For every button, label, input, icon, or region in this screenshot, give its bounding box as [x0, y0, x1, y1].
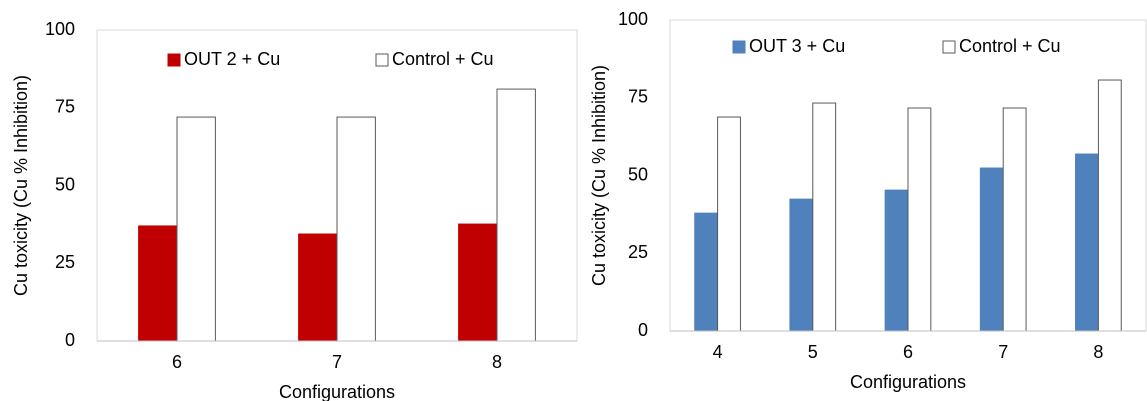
x-tick-label: 8: [1093, 342, 1103, 362]
x-axis-label: Configurations: [279, 382, 395, 401]
legend-swatch: [942, 40, 956, 54]
x-tick-label: 7: [998, 342, 1008, 362]
y-axis-label: Cu toxicity (Cu % Inhibition): [589, 65, 609, 286]
x-tick-label: 6: [903, 342, 913, 362]
bar: [812, 102, 837, 332]
bar: [176, 116, 216, 342]
bar: [789, 198, 814, 332]
x-tick-label: 4: [713, 342, 723, 362]
bar: [1002, 107, 1027, 332]
y-tick-label: 25: [55, 252, 75, 272]
bar: [496, 88, 536, 342]
bar: [979, 167, 1004, 332]
y-tick-label: 100: [618, 9, 648, 29]
x-tick-label: 6: [172, 352, 182, 372]
legend-swatch: [732, 40, 746, 54]
y-tick-label: 75: [55, 97, 75, 117]
y-axis-label: Cu toxicity (Cu % Inhibition): [11, 75, 31, 296]
bar: [907, 107, 932, 332]
legend-swatch: [375, 53, 389, 67]
bar: [717, 116, 741, 332]
bar: [138, 225, 178, 342]
bar: [458, 223, 498, 342]
bar: [884, 189, 909, 332]
y-tick-label: 50: [55, 174, 75, 194]
bar: [298, 233, 338, 342]
legend-label: OUT 3 + Cu: [749, 36, 845, 56]
y-tick-label: 0: [65, 330, 75, 350]
x-tick-label: 8: [492, 352, 502, 372]
x-tick-label: 5: [808, 342, 818, 362]
y-tick-label: 50: [628, 164, 648, 184]
y-tick-label: 100: [45, 19, 75, 39]
legend-label: Control + Cu: [959, 36, 1061, 56]
legend-label: OUT 2 + Cu: [184, 49, 280, 69]
legend-label: Control + Cu: [392, 49, 494, 69]
y-tick-label: 75: [628, 87, 648, 107]
bar: [1097, 79, 1122, 332]
x-tick-label: 7: [332, 352, 342, 372]
y-tick-label: 0: [638, 320, 648, 340]
bar: [336, 116, 376, 342]
y-tick-label: 25: [628, 242, 648, 262]
bar: [1075, 153, 1099, 332]
x-axis-label: Configurations: [850, 372, 966, 392]
bar: [694, 212, 719, 332]
legend-swatch: [167, 53, 181, 67]
